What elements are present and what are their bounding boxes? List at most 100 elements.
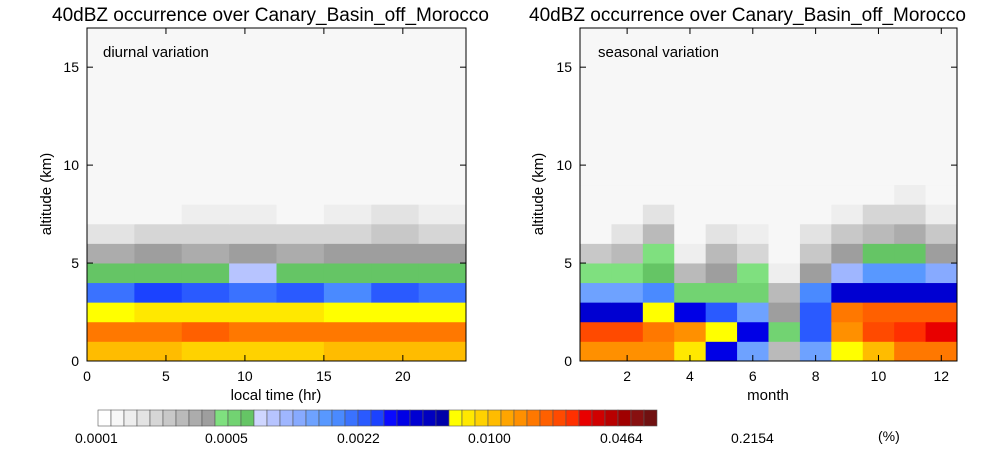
colorbar-swatch (344, 409, 359, 427)
colorbar-label: 0.0100 (468, 430, 511, 446)
heatmap-cell (134, 28, 183, 205)
right-heatmap-cells (580, 28, 958, 362)
heatmap-cell (642, 263, 675, 284)
heatmap-cell (737, 204, 769, 225)
colorbar-swatch (513, 409, 528, 427)
colorbar-swatch (370, 409, 385, 427)
heatmap-cell (768, 321, 801, 342)
y-tick-label: 10 (63, 157, 79, 173)
heatmap-cell (831, 263, 864, 284)
heatmap-cell (642, 223, 675, 244)
colorbar-unit: (%) (878, 428, 900, 444)
heatmap-cell (642, 184, 675, 205)
heatmap-cell (323, 243, 372, 264)
heatmap-cell (799, 302, 832, 323)
heatmap-cell (229, 341, 277, 362)
x-tick-label: 8 (812, 368, 820, 384)
colorbar-swatch (162, 409, 177, 427)
right-plot-frame (579, 27, 958, 362)
colorbar-swatch (175, 409, 190, 427)
heatmap-cell (276, 263, 325, 284)
heatmap-cell (580, 341, 612, 362)
heatmap-cell (642, 243, 675, 264)
heatmap-cell (181, 223, 230, 244)
heatmap-cell (925, 204, 958, 225)
heatmap-cell (371, 302, 420, 323)
heatmap-cell (580, 204, 612, 225)
heatmap-cell (87, 28, 135, 205)
heatmap-cell (705, 184, 738, 205)
heatmap-cell (580, 223, 612, 244)
y-tick-label: 0 (71, 353, 79, 369)
right-x-axis-label: month (747, 387, 789, 404)
heatmap-cell (894, 28, 926, 186)
heatmap-cell (799, 223, 832, 244)
colorbar-swatches (97, 409, 658, 427)
heatmap-cell (611, 28, 644, 186)
heatmap-cell (799, 243, 832, 264)
heatmap-cell (642, 28, 675, 186)
colorbar-swatch (448, 409, 463, 427)
right-panel-title: 40dBZ occurrence over Canary_Basin_off_M… (529, 5, 966, 26)
heatmap-cell (371, 28, 420, 205)
heatmap-cell (418, 223, 467, 244)
left-axis-ticks: 0 5 10 15 20 0 5 10 15 (63, 28, 466, 384)
heatmap-cell (925, 302, 958, 323)
heatmap-cell (323, 302, 372, 323)
heatmap-cell (181, 243, 230, 264)
heatmap-cell (580, 282, 612, 303)
heatmap-cell (925, 28, 958, 186)
colorbar-swatch (591, 409, 606, 427)
left-y-axis-label: altitude (km) (38, 153, 55, 236)
heatmap-cell (276, 282, 325, 303)
colorbar-swatch (240, 409, 255, 427)
x-tick-label: 15 (316, 368, 332, 384)
left-panel-annotation: diurnal variation (103, 44, 209, 61)
heatmap-cell (134, 341, 183, 362)
heatmap-cell (862, 223, 895, 244)
heatmap-cell (371, 321, 420, 342)
heatmap-cell (799, 341, 832, 362)
heatmap-cell (418, 263, 467, 284)
heatmap-cell (768, 204, 801, 225)
heatmap-cell (925, 223, 958, 244)
heatmap-cell (705, 223, 738, 244)
colorbar-swatch (331, 409, 346, 427)
heatmap-cell (862, 28, 895, 186)
heatmap-cell (768, 263, 801, 284)
heatmap-cell (862, 243, 895, 264)
heatmap-cell (418, 321, 467, 342)
y-tick-label: 10 (556, 157, 572, 173)
x-tick-label: 5 (162, 368, 170, 384)
heatmap-cell (276, 321, 325, 342)
heatmap-cell (229, 243, 277, 264)
heatmap-cell (674, 184, 707, 205)
colorbar-swatch (214, 409, 229, 427)
x-tick-label: 4 (686, 368, 694, 384)
heatmap-cell (831, 302, 864, 323)
colorbar-swatch (435, 409, 450, 427)
heatmap-cell (580, 243, 612, 264)
heatmap-cell (831, 223, 864, 244)
colorbar-swatch (474, 409, 489, 427)
heatmap-cell (418, 243, 467, 264)
heatmap-cell (181, 204, 230, 225)
heatmap-cell (134, 321, 183, 342)
heatmap-cell (134, 263, 183, 284)
heatmap-cell (894, 302, 926, 323)
y-tick-label: 15 (63, 59, 79, 75)
heatmap-cell (705, 243, 738, 264)
heatmap-cell (799, 282, 832, 303)
heatmap-cell (87, 263, 135, 284)
colorbar-swatch (110, 409, 125, 427)
heatmap-cell (276, 28, 325, 205)
heatmap-cell (737, 341, 769, 362)
heatmap-cell (737, 263, 769, 284)
colorbar-swatch (201, 409, 216, 427)
heatmap-cell (674, 223, 707, 244)
heatmap-cell (134, 223, 183, 244)
heatmap-cell (862, 302, 895, 323)
heatmap-cell (862, 263, 895, 284)
heatmap-cell (611, 204, 644, 225)
heatmap-cell (674, 341, 707, 362)
